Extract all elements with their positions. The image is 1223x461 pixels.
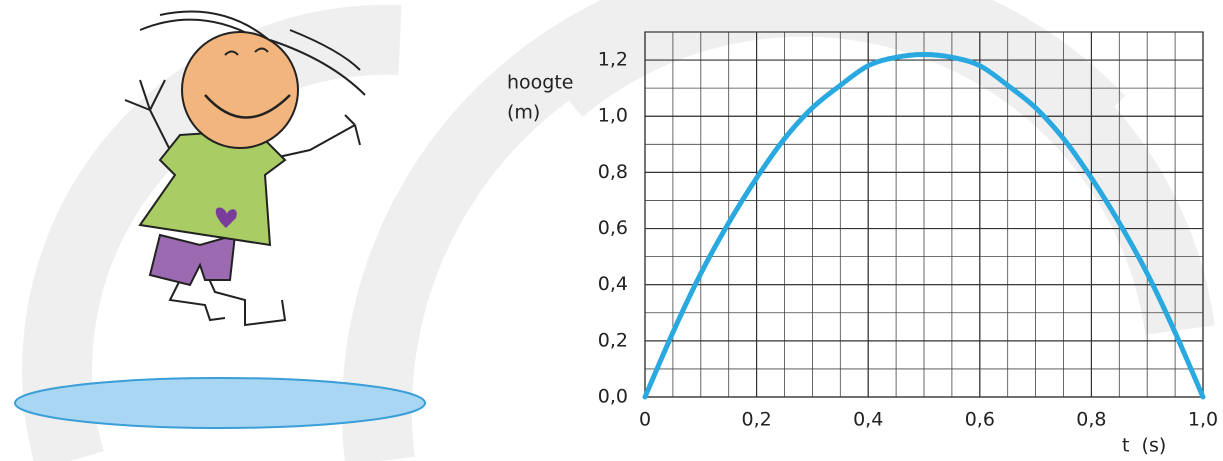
x-axis-label: t (s) — [1122, 435, 1166, 457]
chart: hoogte (m) t (s) 0,0 0,2 0,4 0,6 0,8 1,0 1,2 0 0… — [0, 0, 1223, 461]
x-tick-label: 1,0 — [1188, 409, 1218, 431]
y-axis-label: hoogte — [507, 72, 574, 94]
y-tick-label: 0,6 — [598, 217, 628, 239]
x-tick-label: 0,4 — [853, 409, 883, 431]
y-tick-label: 0,4 — [598, 273, 628, 295]
page: {"chart_data": {"type": "line", "y_label… — [0, 0, 1223, 461]
x-tick-label: 0,6 — [965, 409, 995, 431]
y-axis-label: (m) — [507, 102, 540, 124]
trampoline — [15, 378, 425, 428]
y-tick-label: 0,2 — [598, 329, 628, 351]
x-tick-label: 0 — [639, 409, 651, 431]
arc — [560, 2, 1180, 330]
x-tick-label: 0,2 — [741, 409, 771, 431]
head — [182, 32, 298, 148]
shorts — [150, 235, 235, 285]
y-tick-label: 0,8 — [598, 161, 628, 183]
y-tick-label: 1,0 — [598, 105, 628, 127]
x-tick-label: 0,8 — [1076, 409, 1106, 431]
y-tick-label: 1,2 — [598, 49, 628, 71]
y-tick-label: 0,0 — [598, 386, 628, 408]
